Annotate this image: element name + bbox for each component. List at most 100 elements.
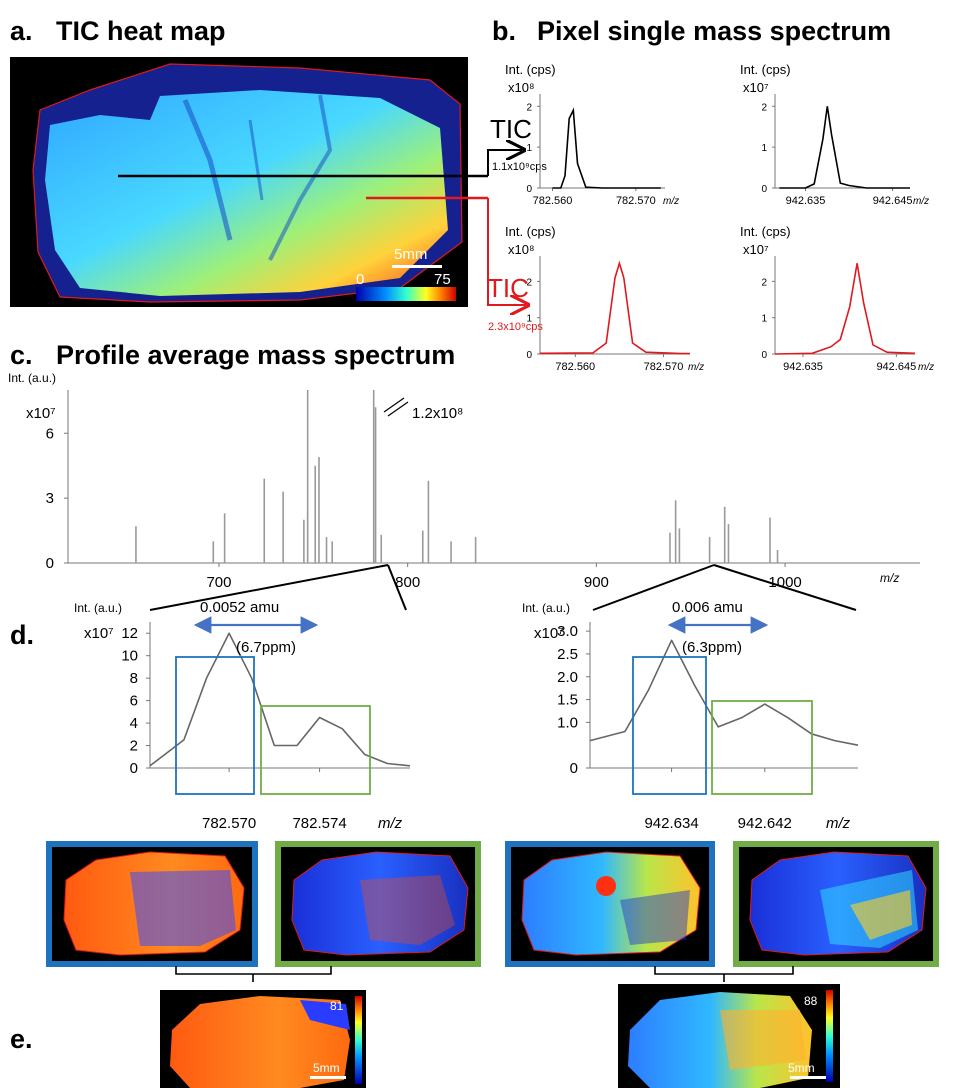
panel-c-peak-annotation: 1.2x10⁸ xyxy=(412,405,463,422)
bracket-left xyxy=(175,966,332,982)
panel-d-label: d. xyxy=(10,620,34,650)
x-tick-label: 942.645 xyxy=(873,195,913,207)
y-exponent: x10⁷ xyxy=(743,80,769,95)
d-right-ppm: (6.3ppm) xyxy=(682,639,742,656)
spectrum-line xyxy=(149,632,411,767)
y-tick-label: 12 xyxy=(121,625,138,642)
e-left-scalebar: 5mm xyxy=(313,1061,340,1075)
ion-image-green-right xyxy=(733,841,939,967)
spectrum-line xyxy=(774,263,916,355)
tic-black-value: 1.1x10⁹cps xyxy=(492,161,547,173)
x-tick-label: 942.634 xyxy=(644,815,698,832)
y-tick-label: 0 xyxy=(526,350,532,361)
x-axis-unit: m/z xyxy=(688,362,704,373)
d-right-xunit: m/z xyxy=(826,815,851,832)
zoom-spectrum-chart: 0 1.0 1.5 2.0 2.5 3.0 942.634 942.642 xyxy=(557,622,859,832)
spectrum-line xyxy=(779,106,910,189)
panel-b-label: b. xyxy=(492,16,516,46)
x-axis-unit: m/z xyxy=(913,196,929,207)
panel-c-label: c. xyxy=(10,340,33,370)
ion-image-blue-left xyxy=(46,841,258,967)
d-left-ppm: (6.7ppm) xyxy=(236,639,296,656)
tic-red-arrow xyxy=(487,198,526,305)
y-exponent: x10⁸ xyxy=(508,242,534,257)
tic-black-arrow xyxy=(487,150,522,176)
y-tick-label: 0 xyxy=(570,760,578,777)
y-tick-label: 1.0 xyxy=(557,714,578,731)
x-tick-label: 782.560 xyxy=(555,361,595,373)
pixel-spectrum-chart: 0 1 2 782.560 782.570 Int. (cps) x10⁸ m/z xyxy=(505,62,679,207)
y-tick-label: 2 xyxy=(526,277,532,288)
y-exponent: x10⁷ xyxy=(743,242,769,257)
y-tick-label: 0 xyxy=(130,760,138,777)
tic-colorbar-max: 75 xyxy=(434,271,451,288)
panel-e-label: e. xyxy=(10,1024,33,1054)
y-tick-label: 0 xyxy=(526,184,532,195)
d-left-delta: 0.0052 amu xyxy=(200,599,279,616)
y-tick-label: 1 xyxy=(761,143,767,154)
panel-c-title: Profile average mass spectrum xyxy=(56,340,455,370)
peak-selection-box-green xyxy=(260,705,371,795)
tic-colorbar-min: 0 xyxy=(356,271,364,288)
y-tick-label: 2.5 xyxy=(557,646,578,663)
d-right-ylabel: Int. (a.u.) xyxy=(522,601,570,615)
tic-red-label: TIC xyxy=(487,273,529,303)
y-tick-label: 6 xyxy=(46,425,54,442)
ion-image-green-left xyxy=(275,841,481,967)
merged-ion-image-right xyxy=(618,984,840,1088)
y-tick-label: 2 xyxy=(761,277,767,288)
y-axis-label: Int. (cps) xyxy=(505,224,556,239)
y-tick-label: 1.5 xyxy=(557,692,578,709)
spectrum-line xyxy=(589,639,859,746)
y-tick-label: 6 xyxy=(130,693,138,710)
profile-spectrum-chart: 0 3 6 700 800 900 1000 xyxy=(46,390,920,591)
e-right-max: 88 xyxy=(804,994,818,1008)
tic-scalebar-label: 5mm xyxy=(394,246,427,263)
y-tick-label: 1 xyxy=(526,314,532,325)
pixel-spectrum-chart: 0 1 2 942.635 942.645 Int. (cps) x10⁷ m/z xyxy=(740,62,929,207)
x-tick-label: 782.560 xyxy=(533,195,573,207)
bracket-right xyxy=(654,966,794,982)
y-axis-label: Int. (cps) xyxy=(505,62,556,77)
zoom-spectra-group: 0 2 4 6 8 10 12 782.570 782.574 0 1.0 1.5 2.0 2.5 3.0 9… xyxy=(121,622,859,832)
y-tick-label: 3.0 xyxy=(557,623,578,640)
d-left-xunit: m/z xyxy=(378,815,403,832)
tic-red-value: 2.3x10⁹cps xyxy=(488,321,543,333)
spectrum-line xyxy=(552,107,661,189)
x-tick-label: 782.570 xyxy=(644,361,684,373)
y-tick-label: 3 xyxy=(46,490,54,507)
x-tick-label: 942.645 xyxy=(876,361,916,373)
y-tick-label: 1 xyxy=(761,314,767,325)
peak-selection-box-blue xyxy=(632,656,707,795)
panel-c-yexp: x10⁷ xyxy=(26,405,56,422)
y-tick-label: 0 xyxy=(761,184,767,195)
y-tick-label: 2.0 xyxy=(557,669,578,686)
y-tick-label: 2 xyxy=(526,102,532,113)
y-tick-label: 0 xyxy=(46,555,54,572)
tic-black-label: TIC xyxy=(490,114,532,144)
panel-a-label: a. xyxy=(10,16,33,46)
pixel-spectra-group: 0 1 2 782.560 782.570 Int. (cps) x10⁸ m/z 0 1 2 942… xyxy=(505,62,934,373)
y-tick-label: 0 xyxy=(761,350,767,361)
x-tick-label: 900 xyxy=(584,574,609,591)
y-tick-label: 10 xyxy=(121,648,138,665)
d-left-ylabel: Int. (a.u.) xyxy=(74,601,122,615)
x-tick-label: 800 xyxy=(395,574,420,591)
y-exponent: x10⁸ xyxy=(508,80,534,95)
y-tick-label: 8 xyxy=(130,670,138,687)
x-tick-label: 782.570 xyxy=(616,195,656,207)
e-right-scalebar: 5mm xyxy=(788,1061,815,1075)
d-right-yexp: x10⁷ xyxy=(534,625,564,642)
y-axis-label: Int. (cps) xyxy=(740,62,791,77)
e-left-max: 81 xyxy=(330,999,344,1013)
tic-heatmap-image xyxy=(10,57,488,307)
x-tick-label: 782.574 xyxy=(292,815,346,832)
x-axis-unit: m/z xyxy=(918,362,934,373)
y-tick-label: 2 xyxy=(761,102,767,113)
x-tick-label: 942.642 xyxy=(738,815,792,832)
x-tick-label: 700 xyxy=(206,574,231,591)
x-tick-label: 1000 xyxy=(768,574,801,591)
pixel-spectrum-chart: 0 1 2 782.560 782.570 Int. (cps) x10⁸ m/z xyxy=(505,224,704,373)
